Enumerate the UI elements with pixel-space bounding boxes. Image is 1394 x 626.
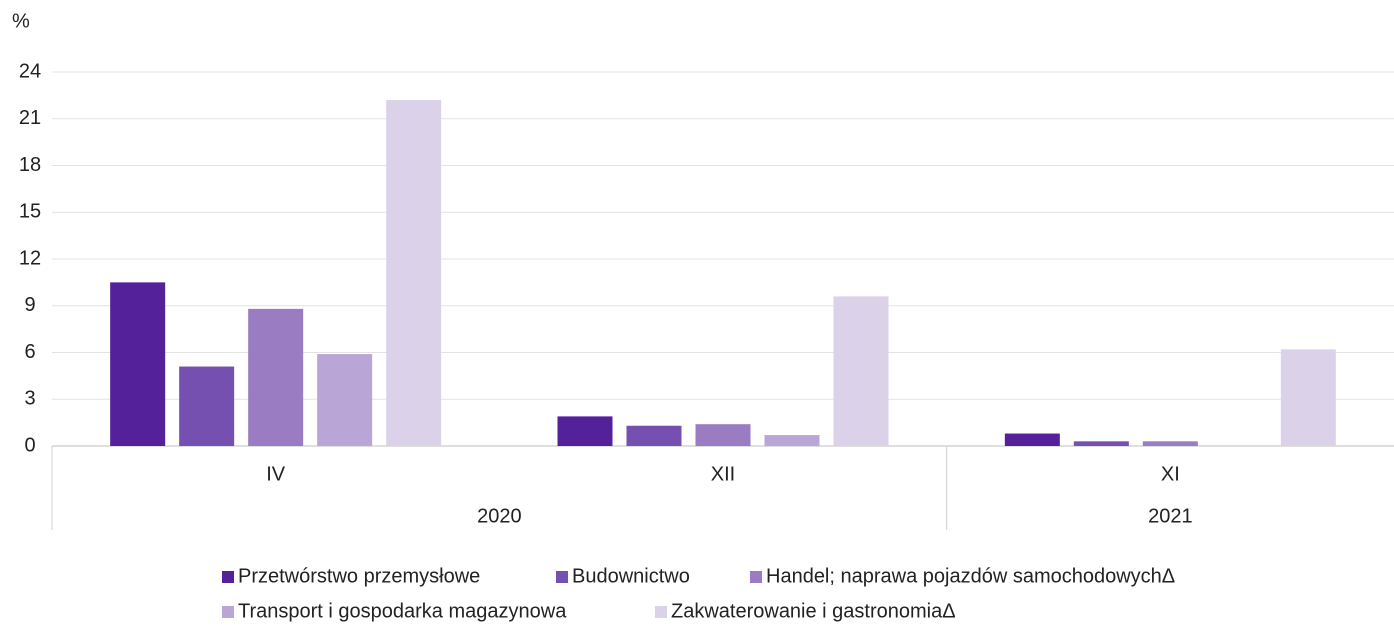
x-tick-label: XII — [711, 463, 735, 485]
legend-swatch — [556, 571, 568, 583]
y-tick-label: 6 — [24, 341, 35, 363]
bar — [1073, 441, 1129, 446]
bar — [1142, 441, 1198, 446]
legend-label: Budownictwo — [572, 565, 690, 587]
legend-swatch — [222, 606, 234, 618]
y-tick-label: 0 — [24, 434, 35, 456]
bar — [248, 308, 304, 446]
legend-label: Handel; naprawa pojazdów samochodowychΔ — [766, 565, 1175, 587]
y-tick-label: 24 — [19, 60, 41, 82]
group-label: 2021 — [1148, 505, 1193, 527]
bar — [317, 354, 373, 446]
y-tick-label: 9 — [24, 294, 35, 316]
legend-label: Transport i gospodarka magazynowa — [238, 600, 567, 622]
y-tick-label: 18 — [19, 154, 41, 176]
bar — [1280, 349, 1336, 446]
bar — [110, 282, 166, 446]
bar — [833, 296, 889, 446]
legend-swatch — [222, 571, 234, 583]
legend-swatch — [655, 606, 667, 618]
x-tick-label: IV — [266, 463, 286, 485]
bar — [386, 100, 442, 447]
bar — [626, 425, 682, 446]
x-tick-label: XI — [1161, 463, 1180, 485]
legend-label: Zakwaterowanie i gastronomiaΔ — [671, 600, 956, 622]
bar — [695, 424, 751, 446]
group-label: 2020 — [477, 505, 522, 527]
y-tick-label: 21 — [19, 107, 41, 129]
legend-label: Przetwórstwo przemysłowe — [238, 565, 480, 587]
bar — [1004, 433, 1060, 446]
legend-swatch — [750, 571, 762, 583]
y-unit: % — [12, 10, 30, 32]
y-tick-label: 15 — [19, 201, 41, 223]
bar — [557, 416, 613, 446]
y-tick-label: 3 — [24, 388, 35, 410]
bar — [764, 435, 820, 446]
bar — [179, 366, 235, 446]
y-tick-label: 12 — [19, 247, 41, 269]
